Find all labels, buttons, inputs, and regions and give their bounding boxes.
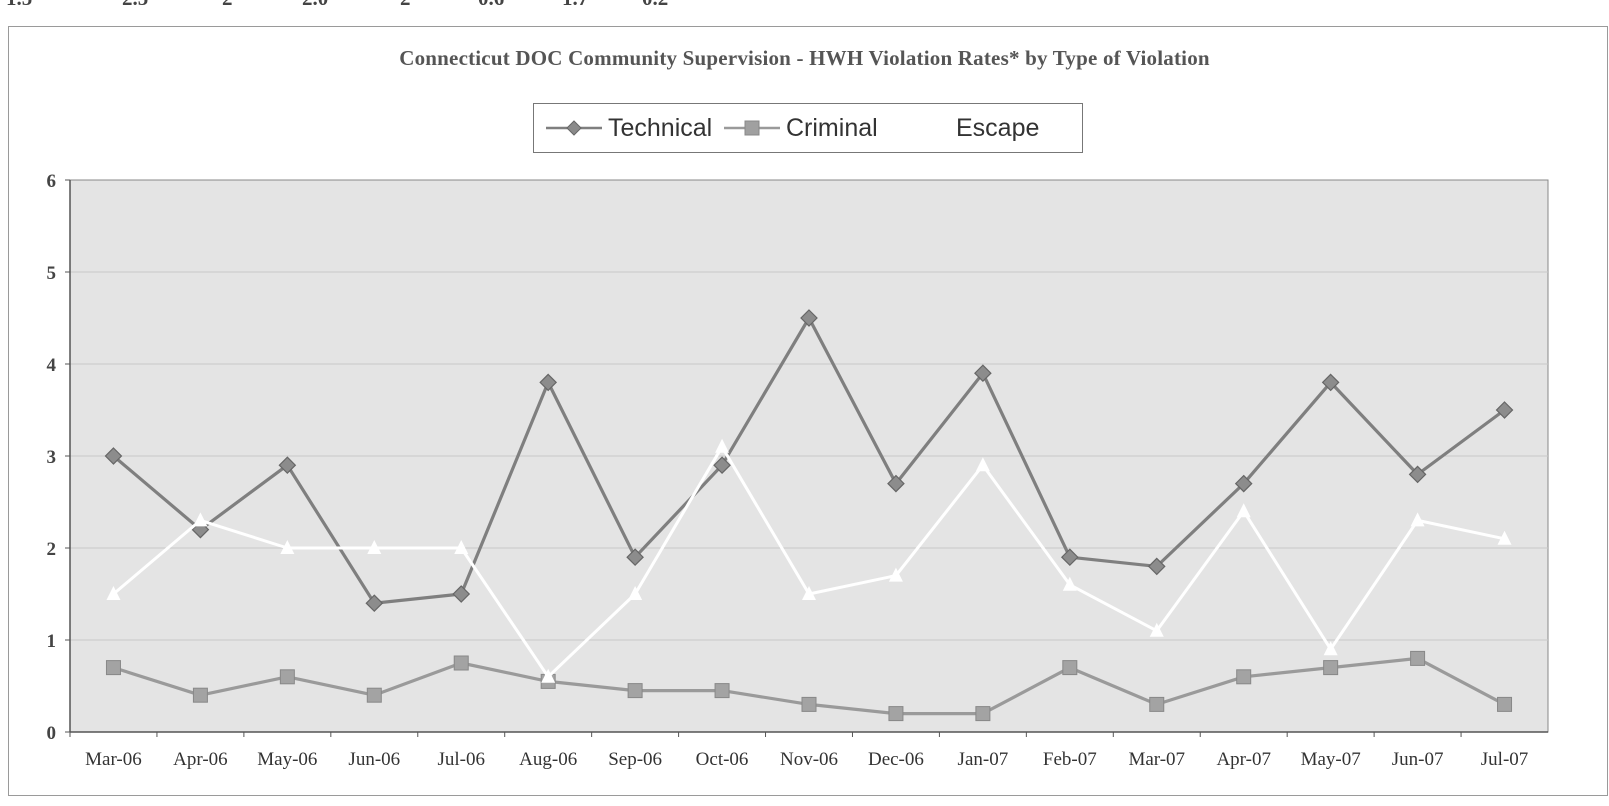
escape-point [280, 540, 295, 554]
x-tick-label: Mar-06 [85, 749, 142, 770]
criminal-point [1149, 696, 1165, 712]
y-tick-label: 1 [47, 631, 57, 652]
top-row-value: 2.0 [302, 0, 328, 11]
x-tick-label: Jul-07 [1481, 749, 1529, 770]
top-row-value: 1.5 [6, 0, 32, 11]
technical-point [713, 456, 731, 475]
criminal-point [1410, 650, 1426, 666]
x-tick-label: Nov-06 [780, 749, 838, 770]
escape-point [1410, 512, 1425, 527]
x-tick-label: Jan-07 [958, 749, 1009, 770]
x-tick-label: Jul-06 [437, 749, 485, 770]
x-tick-label: May-07 [1301, 749, 1361, 770]
criminal-point [975, 706, 991, 722]
technical-point [1495, 401, 1514, 419]
escape-marker-icon [894, 121, 950, 135]
escape-point [802, 586, 816, 600]
technical-point [452, 585, 471, 603]
technical-point [800, 309, 818, 327]
technical-point [365, 594, 384, 613]
criminal-point [105, 660, 121, 676]
technical-point [1147, 557, 1166, 576]
technical-point [1060, 548, 1079, 567]
top-row-value: 2 [400, 0, 411, 11]
criminal-point [1062, 660, 1078, 676]
escape-point [715, 438, 730, 453]
top-row-value: 1.7 [562, 0, 588, 11]
criminal-point [714, 683, 730, 699]
criminal-point [888, 706, 904, 722]
escape-point [1149, 622, 1164, 637]
technical-point [1408, 465, 1427, 484]
y-tick-label: 0 [47, 723, 57, 744]
escape-point [454, 540, 469, 554]
legend-label-technical: Technical [608, 113, 713, 142]
technical-point [1234, 474, 1253, 493]
top-row-values: 1.5 2.5 2 2.0 2 0.6 1.7 0.2 [0, 0, 1609, 10]
technical-point [539, 373, 558, 392]
criminal-point [1497, 696, 1513, 712]
legend-item-escape: Escape [894, 112, 1039, 144]
technical-point [974, 364, 992, 383]
technical-point [887, 474, 905, 493]
legend-item-criminal: Criminal [724, 112, 878, 144]
chart-title: Connecticut DOC Community Supervision - … [399, 46, 1210, 70]
escape-point [367, 540, 382, 554]
criminal-point [366, 687, 382, 703]
legend-label-escape: Escape [956, 113, 1040, 142]
x-tick-label: Oct-06 [696, 749, 749, 770]
x-tick-label: Apr-06 [173, 749, 228, 770]
escape-point [888, 567, 903, 582]
y-tick-label: 6 [47, 171, 57, 192]
chart-legend: Technical Criminal Escape [533, 103, 1083, 153]
x-tick-label: Mar-07 [1128, 749, 1185, 770]
criminal-point [1323, 660, 1339, 676]
top-row-value: 0.2 [642, 0, 668, 11]
x-tick-label: Dec-06 [868, 749, 924, 770]
x-tick-label: Apr-07 [1216, 749, 1271, 770]
x-tick-label: Feb-07 [1043, 749, 1097, 770]
x-tick-label: May-06 [257, 749, 317, 770]
escape-point [628, 586, 643, 600]
escape-point [193, 512, 208, 527]
criminal-point [192, 687, 208, 703]
y-tick-label: 5 [47, 263, 57, 284]
top-row-value: 2.5 [122, 0, 148, 11]
criminal-point [1236, 669, 1252, 685]
escape-point [1062, 576, 1077, 591]
y-tick-label: 4 [47, 355, 57, 376]
legend-label-criminal: Criminal [786, 113, 878, 142]
technical-point [626, 548, 644, 567]
technical-marker-icon [546, 120, 602, 136]
technical-point [278, 456, 297, 475]
chart-frame [8, 26, 1608, 796]
y-tick-label: 3 [47, 447, 57, 468]
technical-point [104, 447, 123, 465]
x-tick-label: Jun-06 [348, 749, 400, 770]
x-tick-label: Jun-07 [1392, 749, 1444, 770]
top-row-value: 0.6 [478, 0, 504, 11]
legend-item-technical: Technical [546, 112, 712, 144]
escape-point [1236, 503, 1251, 518]
x-tick-label: Sep-06 [608, 749, 662, 770]
y-tick-label: 2 [47, 539, 57, 560]
escape-point [1323, 641, 1338, 656]
x-tick-label: Aug-06 [519, 749, 577, 770]
criminal-point [279, 669, 295, 685]
criminal-marker-icon [724, 120, 780, 136]
escape-point [106, 586, 121, 600]
criminal-point [453, 655, 469, 671]
technical-point [1321, 373, 1340, 392]
escape-point [541, 668, 556, 683]
top-row-value: 2 [222, 0, 233, 11]
escape-point [975, 457, 990, 472]
criminal-point [627, 683, 643, 699]
criminal-point [801, 696, 817, 712]
escape-point [1497, 530, 1512, 545]
